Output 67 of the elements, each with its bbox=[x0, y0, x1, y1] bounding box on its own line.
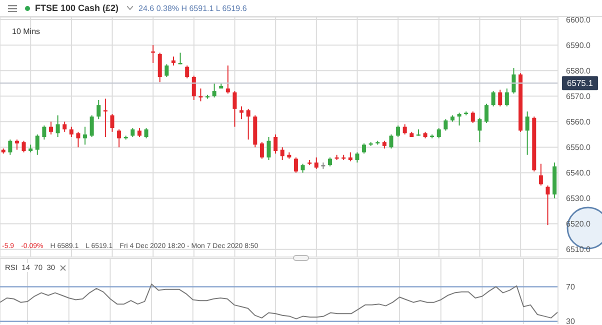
candlestick bbox=[35, 134, 40, 156]
candlestick bbox=[56, 114, 60, 138]
candlestick bbox=[232, 90, 237, 128]
candlestick bbox=[538, 163, 543, 186]
candlestick bbox=[444, 118, 448, 132]
y-tick-label: 6600.0 bbox=[566, 15, 592, 24]
y-tick-label: 6560.0 bbox=[566, 118, 592, 127]
candlestick bbox=[144, 128, 148, 139]
candlestick bbox=[314, 156, 318, 170]
candlestick bbox=[274, 134, 278, 154]
candlestick bbox=[396, 125, 400, 138]
y-tick-label: 6530.0 bbox=[566, 194, 592, 204]
candlestick bbox=[83, 126, 88, 146]
y-tick-label: 6570.0 bbox=[566, 92, 592, 101]
candlestick bbox=[117, 128, 122, 148]
candlestick bbox=[240, 106, 244, 120]
candlestick bbox=[470, 110, 475, 124]
candlestick bbox=[103, 98, 108, 138]
candlestick bbox=[498, 89, 502, 107]
candlestick bbox=[158, 52, 162, 83]
ref-line-label: 6575.1 bbox=[567, 78, 594, 88]
line-series bbox=[0, 284, 558, 320]
candlestick bbox=[226, 65, 230, 94]
candlestick bbox=[212, 82, 216, 98]
candlestick bbox=[62, 121, 67, 132]
candlestick bbox=[198, 88, 203, 102]
chart-title: FTSE 100 Cash (£2) bbox=[35, 3, 119, 13]
candlestick bbox=[266, 136, 271, 160]
candlestick bbox=[546, 185, 550, 226]
candlestick bbox=[164, 64, 169, 78]
y-tick-label: 6590.0 bbox=[566, 40, 592, 50]
candlestick bbox=[280, 146, 284, 160]
chart-subtitle: 24.6 0.38% H 6591.1 L 6519.6 bbox=[138, 4, 247, 12]
candlestick bbox=[76, 131, 80, 148]
candlestick bbox=[355, 152, 360, 164]
candlestick bbox=[436, 128, 441, 139]
candlestick bbox=[48, 121, 53, 135]
candlestick bbox=[504, 88, 509, 107]
candlestick bbox=[192, 75, 196, 100]
candlestick bbox=[8, 139, 12, 156]
y-tick-label: 70 bbox=[566, 282, 576, 292]
candlestick bbox=[484, 103, 489, 124]
annotation: 10 Mins bbox=[12, 27, 40, 36]
candlestick bbox=[90, 114, 94, 138]
candlestick bbox=[185, 65, 190, 79]
candlestick bbox=[512, 68, 516, 94]
y-tick-label: 6550.0 bbox=[566, 143, 592, 152]
y-tick-label: 6580.0 bbox=[566, 66, 592, 76]
y-tick-label: 6510.0 bbox=[566, 245, 592, 254]
candlestick bbox=[525, 110, 530, 156]
candlestick bbox=[69, 126, 74, 138]
candlestick bbox=[389, 134, 394, 149]
candlestick bbox=[246, 108, 250, 140]
candlestick bbox=[362, 142, 366, 154]
candlestick bbox=[14, 139, 19, 150]
candlestick bbox=[491, 90, 496, 107]
candlestick bbox=[110, 114, 114, 132]
candlestick bbox=[457, 112, 462, 126]
candlestick bbox=[96, 99, 101, 120]
candlestick bbox=[42, 125, 46, 140]
candlestick bbox=[294, 156, 298, 174]
y-tick-label: 6540.0 bbox=[566, 168, 592, 178]
y-tick-label: 30 bbox=[566, 317, 576, 325]
candlestick bbox=[478, 117, 482, 143]
candlestick bbox=[22, 140, 26, 153]
candlestick bbox=[402, 124, 407, 135]
candlestick bbox=[260, 142, 264, 160]
